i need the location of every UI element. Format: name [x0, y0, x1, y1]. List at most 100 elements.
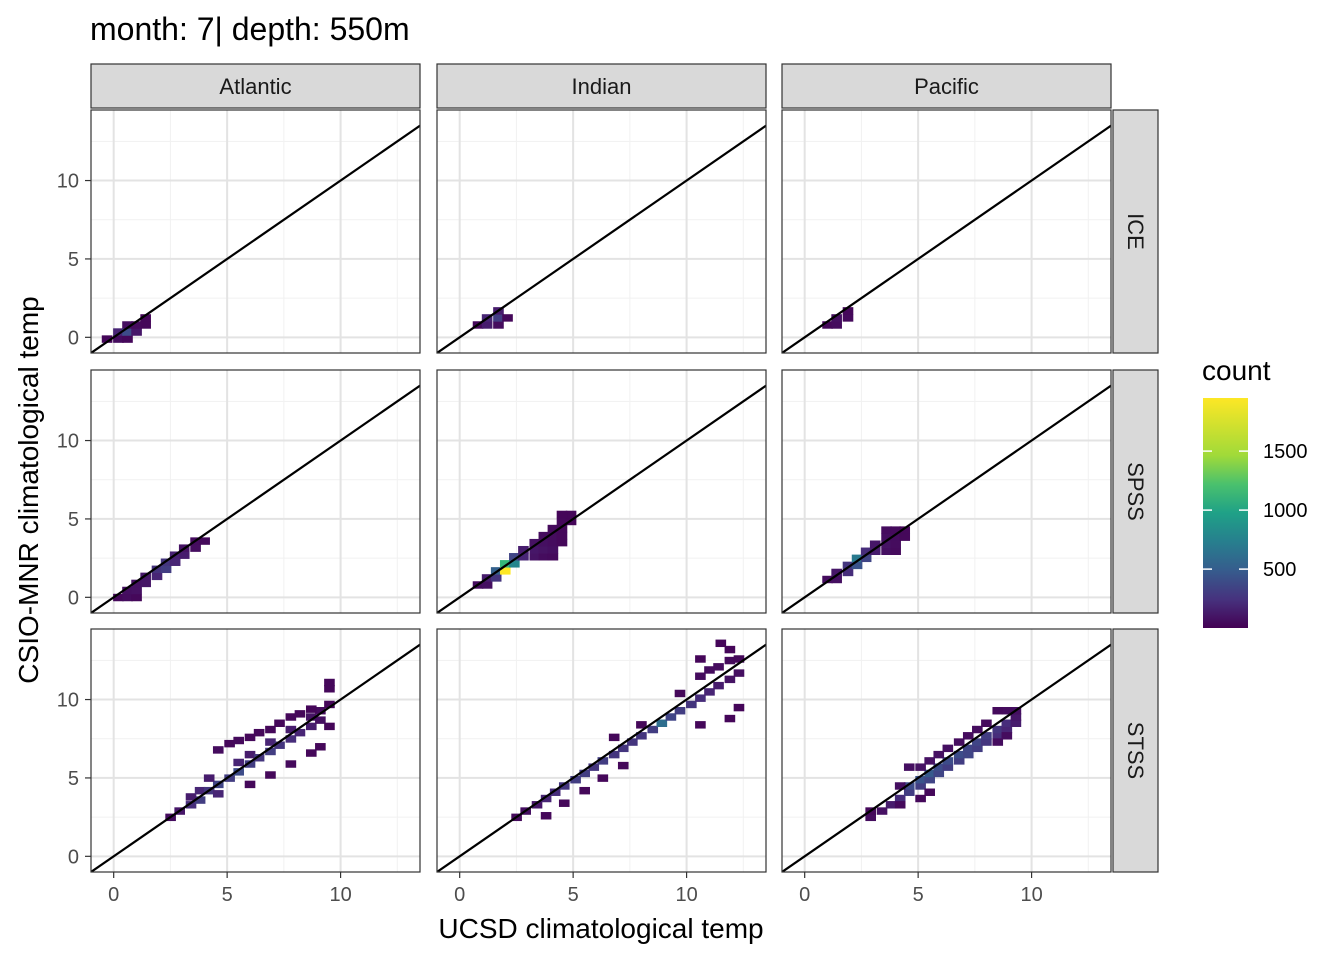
panel-background: [437, 110, 766, 353]
heatmap-cell: [627, 738, 638, 746]
heatmap-cell: [860, 554, 872, 563]
heatmap-cell: [842, 307, 854, 315]
heatmap-cell: [244, 750, 256, 759]
heatmap-cell: [915, 763, 926, 771]
identity-line: [91, 124, 420, 353]
heatmap-cell: [933, 750, 945, 759]
heatmap-cell: [285, 760, 297, 768]
panel-background: [91, 629, 420, 872]
heatmap-cell: [686, 700, 697, 709]
heatmap-cell: [881, 533, 892, 541]
heatmap-cell: [665, 713, 677, 721]
heatmap-cell: [876, 807, 888, 815]
heatmap-cell: [556, 538, 568, 547]
heatmap-cell: [224, 774, 235, 782]
strip-row-label: ICE: [1123, 213, 1148, 250]
heatmap-cell: [538, 538, 550, 547]
heatmap-cell: [724, 645, 736, 654]
heatmap-cell: [324, 685, 335, 693]
heatmap-cell: [265, 747, 276, 756]
heatmap-cell: [244, 733, 256, 742]
heatmap-cell: [972, 725, 983, 734]
heatmap-cell: [140, 314, 151, 322]
heatmap-cell: [199, 537, 210, 545]
heatmap-cell: [890, 526, 901, 534]
heatmap-cell: [224, 739, 235, 748]
heatmap-cell: [499, 560, 511, 568]
heatmap-cell: [315, 743, 326, 751]
heatmap-cell: [915, 782, 926, 790]
heatmap-cell: [674, 706, 686, 715]
heatmap-cell: [1001, 706, 1013, 715]
heatmap-cell: [540, 812, 552, 820]
heatmap-cell: [972, 744, 983, 753]
heatmap-cell: [294, 728, 306, 737]
heatmap-cell: [617, 744, 629, 753]
heatmap-cell: [253, 754, 265, 762]
heatmap-cell: [203, 774, 215, 782]
panel-indian-ice: [436, 109, 767, 354]
heatmap-cell: [933, 769, 945, 778]
heatmap-cell: [253, 728, 265, 737]
heatmap-cell: [547, 553, 559, 561]
heatmap-cell: [674, 689, 686, 698]
heatmap-cell: [942, 763, 954, 771]
heatmap-cell: [538, 545, 550, 554]
heatmap-cell: [131, 328, 142, 336]
heatmap-cell: [140, 579, 151, 588]
heatmap-cell: [549, 788, 561, 796]
heatmap-cell: [122, 586, 133, 595]
heatmap-cell: [724, 656, 736, 665]
heatmap-cell: [305, 722, 317, 731]
identity-line: [782, 643, 1111, 872]
heatmap-cell: [178, 551, 190, 559]
panel-pacific-spss: [781, 369, 1112, 614]
heatmap-cell: [924, 757, 935, 765]
heatmap-cell: [881, 526, 892, 534]
heatmap-cell: [597, 757, 609, 765]
x-tick-label: 5: [222, 884, 233, 906]
panel-border: [436, 628, 767, 873]
panel-border: [436, 369, 767, 614]
heatmap-cell: [881, 540, 892, 548]
x-tick-label: 0: [454, 884, 465, 906]
heatmap-cell: [992, 725, 1004, 734]
heatmap-cell: [924, 775, 935, 784]
heatmap-cell: [953, 738, 965, 746]
heatmap-cell: [869, 540, 881, 548]
heatmap-cell: [915, 794, 926, 803]
heatmap-cell: [151, 572, 163, 581]
y-tick-label: 0: [68, 587, 79, 609]
heatmap-cell: [547, 524, 559, 533]
heatmap-cell: [1001, 725, 1013, 734]
heatmap-cell: [233, 736, 244, 745]
heatmap-cell: [881, 547, 892, 556]
heatmap-cell: [894, 801, 906, 809]
heatmap-cell: [851, 561, 863, 570]
heatmap-cell: [265, 771, 276, 779]
heatmap-cell: [540, 794, 552, 803]
heatmap-cell: [122, 321, 133, 329]
identity-line: [437, 643, 766, 872]
heatmap-cell: [131, 593, 142, 602]
heatmap-cell: [131, 321, 142, 329]
heatmap-cell: [894, 782, 906, 790]
heatmap-cell: [113, 335, 124, 343]
heatmap-cell: [842, 314, 854, 322]
heatmap-cell: [962, 750, 974, 759]
x-tick-label: 10: [675, 884, 697, 906]
identity-line: [437, 124, 766, 353]
heatmap-cell: [733, 669, 745, 677]
heatmap-cell: [212, 746, 224, 754]
chart-title: month: 7| depth: 550m: [90, 11, 410, 47]
color-legend: count 500 1000 1500: [1202, 355, 1308, 628]
heatmap-cell: [695, 672, 706, 680]
heatmap-cell: [981, 719, 992, 727]
legend-title: count: [1202, 355, 1271, 386]
heatmap-cell: [274, 719, 285, 727]
y-tick-label: 0: [68, 846, 79, 868]
heatmap-cell: [324, 722, 335, 731]
x-axis-title: UCSD climatological temp: [438, 913, 763, 944]
heatmap-cell: [608, 733, 620, 742]
